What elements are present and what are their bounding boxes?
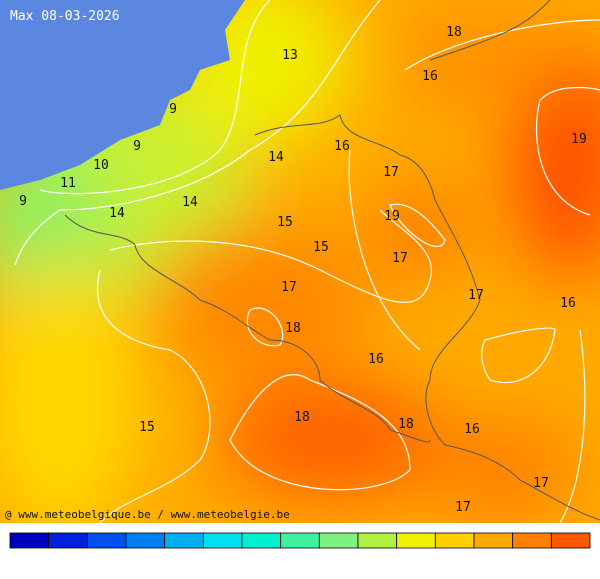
borders: [64, 0, 600, 521]
contour-label: 17: [533, 476, 549, 491]
contour-label: 18: [446, 25, 462, 40]
contour-label: 15: [139, 420, 155, 435]
isolines: [14, 0, 600, 523]
scale-cell: [512, 532, 552, 549]
contour-label: 17: [383, 165, 399, 180]
contour-label: 9: [133, 139, 141, 154]
contour-label: 15: [277, 215, 293, 230]
scale-cell: [434, 532, 475, 549]
contour-label: 15: [313, 240, 329, 255]
scale-cell: [86, 532, 127, 549]
contour-label: 19: [571, 132, 587, 147]
contour-labels: 13 18 16 9 9 16 19 14 10 17 11 9 14 14 19 15 15 17 17 17 16 1…: [19, 25, 587, 515]
contour-label: 11: [60, 176, 76, 191]
contour-label: 18: [294, 410, 310, 425]
contour-label: 17: [455, 500, 471, 515]
scale-cell: [318, 532, 359, 549]
sea: [0, 0, 245, 190]
scale-cell: [9, 532, 50, 549]
color-scale: [9, 532, 591, 549]
scale-cell: [473, 532, 514, 549]
scale-cell: [550, 532, 591, 549]
scale-cell: [280, 532, 320, 549]
scale-cell: [241, 532, 282, 549]
contour-label: 19: [384, 209, 400, 224]
contour-label: 10: [93, 158, 109, 173]
contour-label: 18: [285, 321, 301, 336]
contour-label: 16: [422, 69, 438, 84]
scale-cell: [48, 532, 88, 549]
contour-label: 18: [398, 417, 414, 432]
scale-cell: [125, 532, 166, 549]
scale-cell: [202, 532, 243, 549]
contour-label: 16: [560, 296, 576, 311]
contour-label: 9: [169, 102, 177, 117]
scale-cell: [396, 532, 436, 549]
contour-label: 9: [19, 194, 27, 209]
map-title: Max 08-03-2026: [10, 9, 120, 24]
contour-label: 17: [468, 288, 484, 303]
credit: @ www.meteobelgique.be / www.meteobelgie…: [5, 508, 290, 521]
temperature-field: [0, 0, 600, 523]
contour-label: 16: [368, 352, 384, 367]
contour-label: 16: [334, 139, 350, 154]
contour-label: 14: [268, 150, 284, 165]
contour-label: 13: [282, 48, 298, 63]
contour-label: 17: [392, 251, 408, 266]
scale-cell: [164, 532, 204, 549]
scale-cell: [357, 532, 398, 549]
contour-label: 17: [281, 280, 297, 295]
contour-label: 14: [109, 206, 125, 221]
contour-label: 16: [464, 422, 480, 437]
contour-label: 14: [182, 195, 198, 210]
